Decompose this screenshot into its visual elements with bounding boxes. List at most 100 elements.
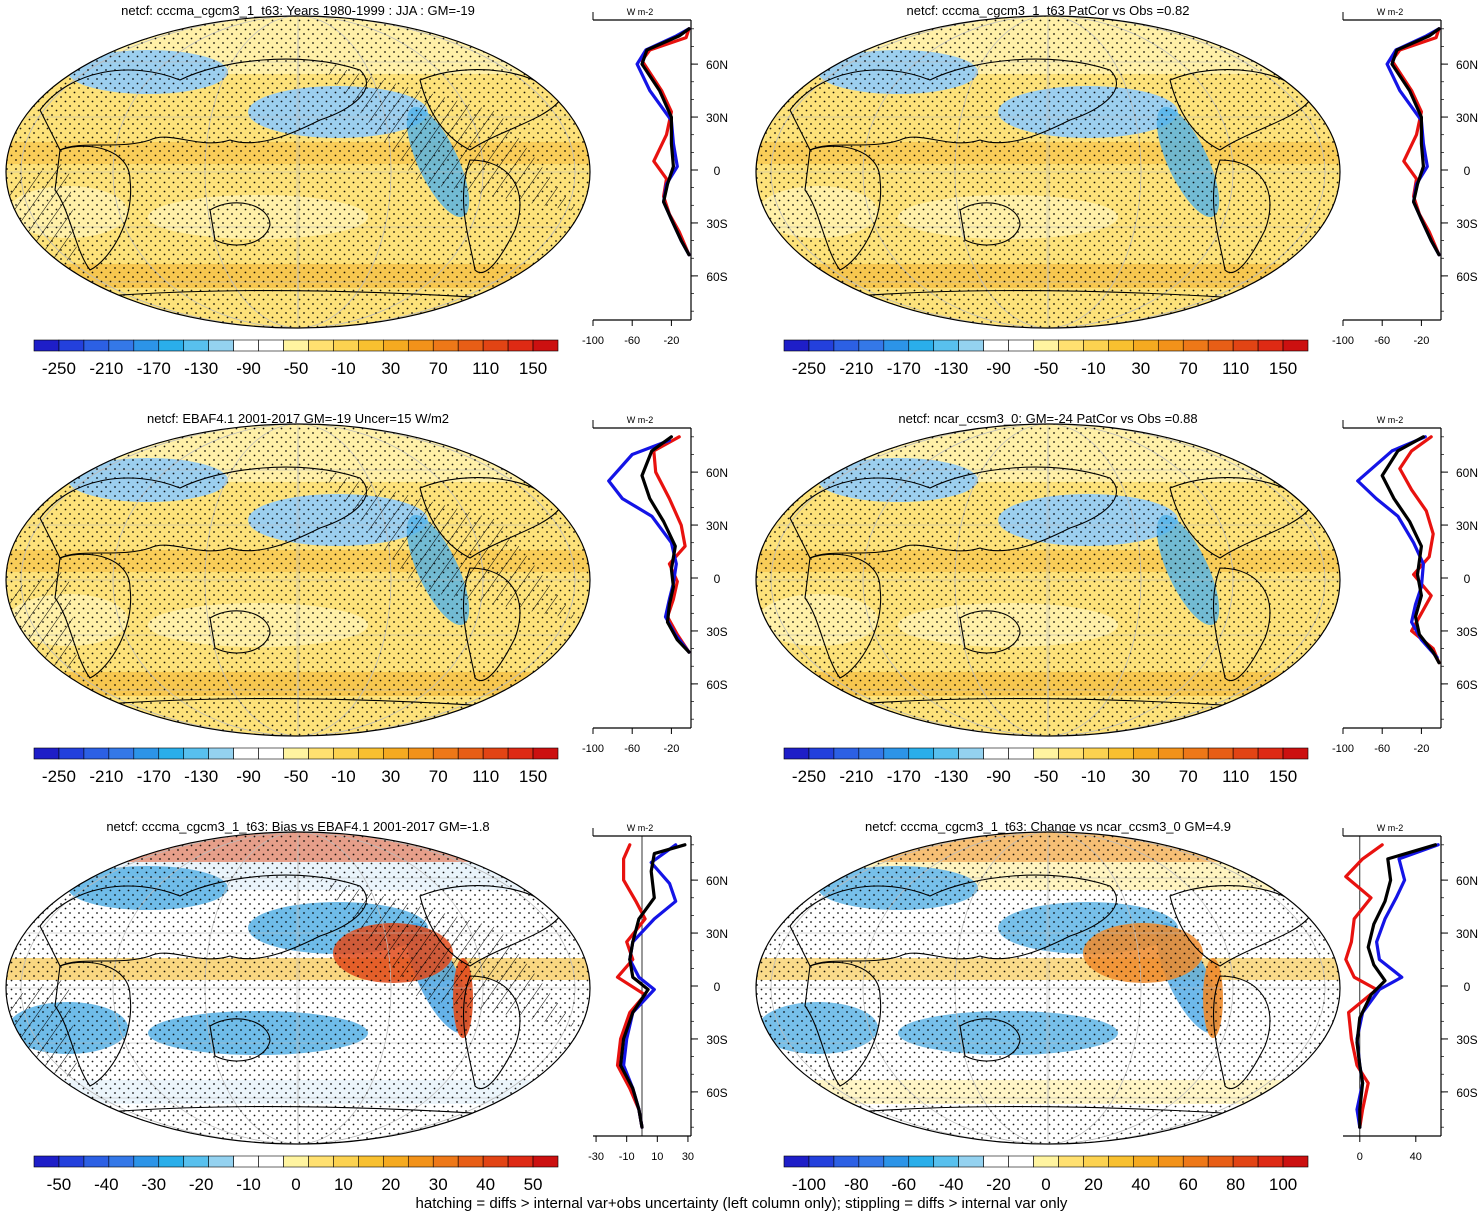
colorbar-swatch [883, 1155, 910, 1168]
colorbar-swatch [1008, 747, 1034, 760]
colorbar-swatch [783, 747, 810, 760]
colorbar-swatch [1282, 339, 1309, 352]
zonal-profile: W m-2 60N 30N 0 30S 60S -100 -60 -20 [1332, 415, 1478, 755]
colorbar-swatch [108, 339, 135, 352]
map-outline [5, 15, 591, 329]
map [756, 424, 1340, 736]
colorbar-swatch [983, 1155, 1009, 1168]
zonal-profile: W m-2 60N 30N 0 30S 60S -30 -10 10 30 [588, 823, 728, 1163]
colorbar-label: -210 [839, 767, 873, 786]
profile-obs-line [607, 438, 691, 654]
colorbar-swatch [33, 339, 60, 352]
colorbar-swatch [358, 339, 384, 352]
profile-lat-label: 30N [706, 519, 728, 533]
colorbar-swatch [482, 747, 509, 760]
colorbar-label: -250 [42, 767, 76, 786]
colorbar-swatch [108, 747, 135, 760]
map-outline [5, 831, 591, 1145]
colorbar-swatch [1108, 1155, 1134, 1168]
profile-mean-line [640, 435, 691, 654]
colorbar-label: -50 [1034, 359, 1059, 378]
profile-model-line [1344, 843, 1384, 1129]
colorbar-swatch [333, 1155, 359, 1168]
colorbar-swatch [507, 339, 534, 352]
colorbar-label: -170 [137, 767, 171, 786]
colorbar-swatch [1157, 339, 1184, 352]
profile-lat-label: 30S [1456, 625, 1477, 639]
colorbar-swatch [333, 747, 359, 760]
colorbar-swatch [1133, 1155, 1159, 1168]
colorbar-swatch [258, 1155, 284, 1168]
profile-x-label: -20 [1413, 335, 1429, 347]
colorbar-swatch [858, 1155, 885, 1168]
colorbar-label: -50 [47, 1175, 72, 1194]
colorbar-swatch [1207, 339, 1234, 352]
colorbar-swatch [1058, 339, 1084, 352]
colorbar-swatch [1008, 339, 1034, 352]
profile-model-line [1398, 435, 1441, 665]
colorbar-label: -170 [887, 359, 921, 378]
colorbar-swatch [383, 339, 409, 352]
colorbar-label: 150 [1269, 767, 1297, 786]
profile-lat-label: 60S [706, 678, 727, 692]
colorbar-swatch [1033, 339, 1059, 352]
colorbar-label: 110 [472, 767, 499, 786]
colorbar-label: -90 [986, 359, 1011, 378]
profile-unit: W m-2 [1377, 7, 1404, 17]
colorbar-swatch [83, 1155, 110, 1168]
profile-x-label: -30 [588, 1151, 604, 1163]
colorbar-swatch [308, 339, 334, 352]
profile-lat-label: 30S [1456, 1033, 1477, 1047]
colorbar-swatch [457, 1155, 484, 1168]
colorbar-swatch [158, 747, 185, 760]
panel-4: netcf: ncar_ccsm3_0: GM=-24 PatCor vs Ob… [755, 411, 1478, 786]
profile-unit: W m-2 [627, 7, 654, 17]
colorbar-swatch [933, 1155, 959, 1168]
colorbar-swatch [1083, 1155, 1109, 1168]
colorbar-label: 50 [524, 1175, 543, 1194]
profile-lat-label: 30S [706, 1033, 727, 1047]
panel-title: netcf: cccma_cgcm3_1_t63 PatCor vs Obs =… [907, 3, 1190, 18]
colorbar-swatch [933, 339, 959, 352]
colorbar-swatch [1083, 747, 1109, 760]
colorbar-label: -170 [887, 767, 921, 786]
colorbar-swatch [1157, 1155, 1184, 1168]
colorbar-swatch [208, 747, 234, 760]
map-outline [755, 15, 1341, 329]
colorbar-swatch [1133, 747, 1159, 760]
colorbar-label: 70 [429, 767, 448, 786]
profile-x-label: -100 [582, 743, 604, 755]
colorbar-label: 30 [1131, 767, 1150, 786]
profile-mean-line [1355, 843, 1437, 1129]
colorbar-swatch [108, 1155, 135, 1168]
colorbar-label: -250 [42, 359, 76, 378]
colorbar-label: 30 [381, 359, 400, 378]
zonal-profile: W m-2 60N 30N 0 30S 60S 0 40 [1342, 823, 1478, 1163]
colorbar-swatch [1207, 1155, 1234, 1168]
colorbar-swatch [532, 339, 559, 352]
profile-mean-line [1380, 435, 1441, 665]
colorbar-label: 40 [1131, 1175, 1150, 1194]
colorbar-swatch [808, 747, 835, 760]
colorbar-swatch [908, 747, 935, 760]
profile-model-line [640, 27, 691, 257]
colorbar-swatch [883, 747, 910, 760]
colorbar-swatch [158, 339, 185, 352]
colorbar-label: -250 [792, 359, 826, 378]
profile-lat-label: 0 [714, 164, 721, 178]
profile-x-label: 0 [1357, 1151, 1363, 1163]
profile-obs-line [1356, 435, 1439, 659]
colorbar-swatch [1008, 1155, 1034, 1168]
panel-3: netcf: EBAF4.1 2001-2017 GM=-19 Uncer=15… [5, 411, 728, 786]
colorbar-label: 30 [1131, 359, 1150, 378]
map [6, 832, 590, 1144]
colorbar-swatch [358, 747, 384, 760]
colorbar-label: -130 [184, 767, 218, 786]
profile-lat-label: 30N [1456, 927, 1478, 941]
profile-lat-label: 0 [1464, 164, 1471, 178]
colorbar-label: 0 [291, 1175, 300, 1194]
colorbar-swatch [308, 1155, 334, 1168]
colorbar-swatch [1058, 747, 1084, 760]
panel-title: netcf: cccma_cgcm3_1_t63: Change vs ncar… [865, 819, 1231, 834]
hatching [318, 878, 578, 1028]
